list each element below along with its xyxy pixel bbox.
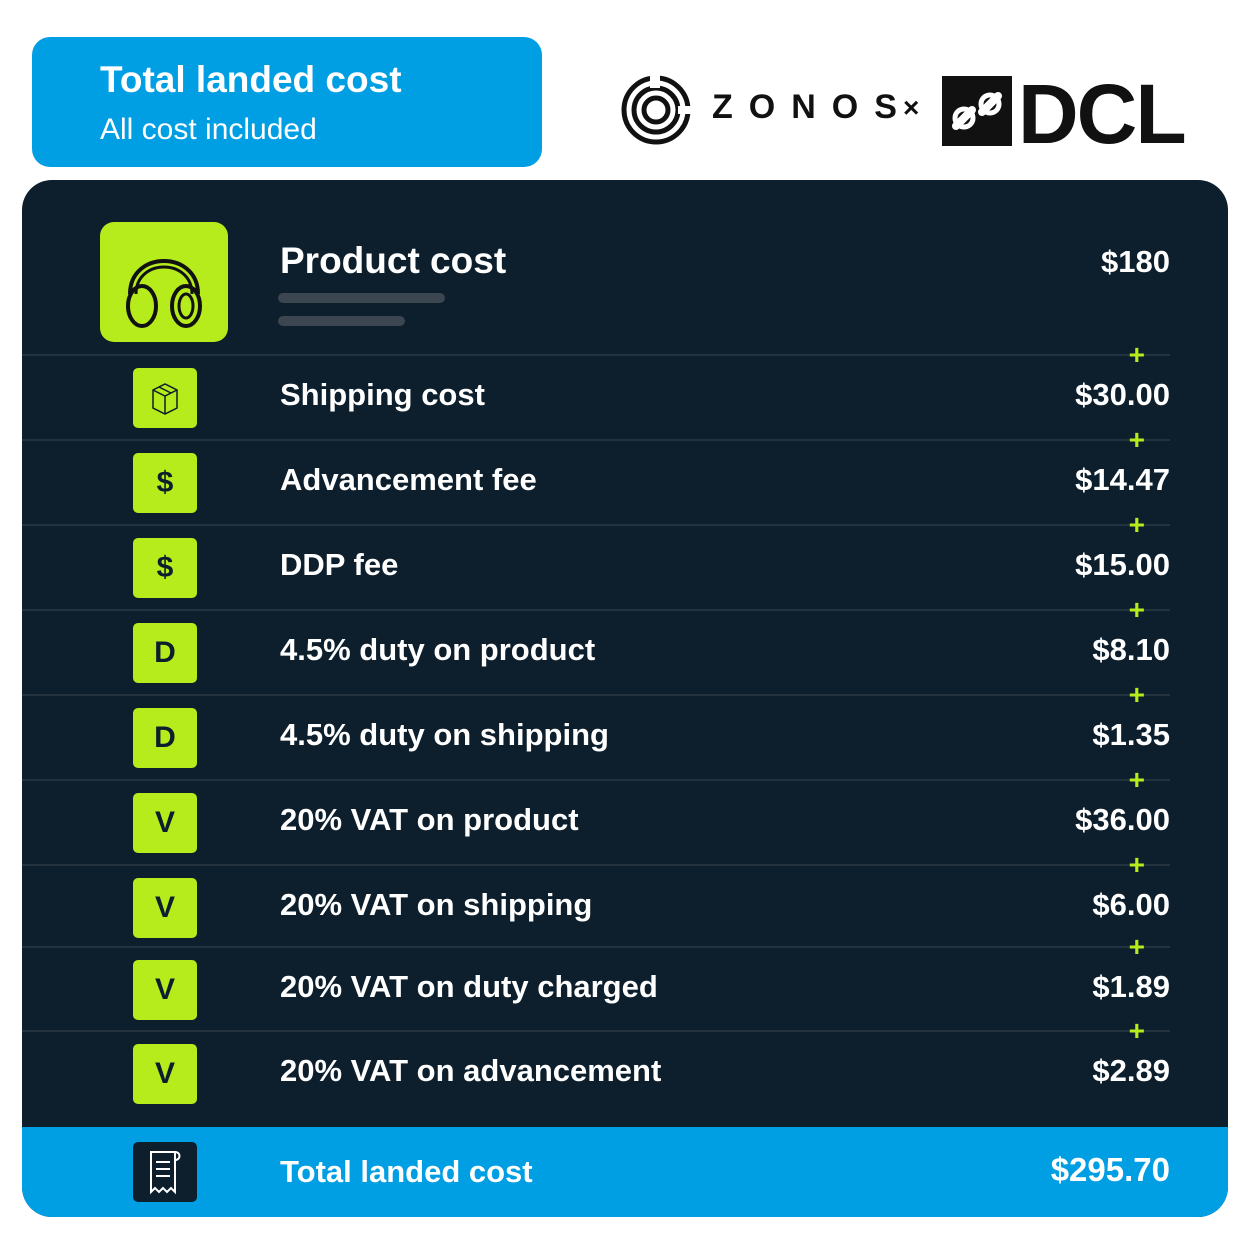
plus-sign: + [1128, 1015, 1145, 1046]
row-value: $14.47 [1075, 462, 1170, 497]
row-divider [22, 694, 1170, 696]
box-icon [133, 368, 197, 428]
row-value: $36.00 [1075, 802, 1170, 837]
dcl-chain-icon [942, 76, 1012, 146]
total-value: $295.70 [1050, 1151, 1170, 1188]
row-badge: D [133, 708, 197, 768]
row-value: $1.35 [1092, 717, 1170, 752]
plus-sign: + [1128, 764, 1145, 795]
logo-separator: × [903, 92, 920, 123]
row-label: 20% VAT on shipping [280, 887, 593, 922]
row-divider [22, 864, 1170, 866]
cost-row: + D 4.5% duty on shipping $1.35 [22, 681, 1228, 779]
plus-sign: + [1128, 509, 1145, 540]
cost-row: + D 4.5% duty on product $8.10 [22, 596, 1228, 694]
row-divider [22, 609, 1170, 611]
header-subtitle: All cost included [100, 113, 317, 146]
plus-sign: + [1128, 594, 1145, 625]
plus-sign: + [1128, 931, 1145, 962]
partner-logos: ZONOS × DCL [620, 67, 1190, 161]
row-value: $30.00 [1075, 377, 1170, 412]
row-badge: V [133, 960, 197, 1020]
row-value: $2.89 [1092, 1053, 1170, 1088]
row-label: Shipping cost [280, 377, 485, 412]
row-label: Advancement fee [280, 462, 537, 497]
cost-breakdown-panel: Product cost $180 + Shipping cost $30.00 + $… [22, 180, 1228, 1217]
row-value: $1.89 [1092, 969, 1170, 1004]
cost-row: + V 20% VAT on product $36.00 [22, 766, 1228, 864]
row-divider [22, 354, 1170, 356]
row-badge: V [133, 1044, 197, 1104]
row-value: $8.10 [1092, 632, 1170, 667]
plus-sign: + [1128, 339, 1145, 370]
receipt-icon [150, 1151, 181, 1195]
row-divider [22, 946, 1170, 948]
zonos-logo-icon [621, 74, 692, 145]
row-badge: $ [133, 453, 197, 513]
cost-row: + $ Advancement fee $14.47 [22, 426, 1228, 524]
row-label: 20% VAT on product [280, 802, 579, 837]
cost-row: + Shipping cost $30.00 [22, 341, 1228, 439]
product-tile [100, 222, 228, 342]
row-label: DDP fee [280, 547, 399, 582]
row-badge: $ [133, 538, 197, 598]
row-badge: V [133, 793, 197, 853]
product-cost-label: Product cost [280, 240, 507, 281]
header-title: Total landed cost [100, 59, 402, 100]
total-icon-tile [133, 1142, 197, 1202]
plus-sign: + [1128, 424, 1145, 455]
cost-row: + $ DDP fee $15.00 [22, 511, 1228, 609]
row-divider [22, 1030, 1170, 1032]
row-divider [22, 779, 1170, 781]
plus-sign: + [1128, 849, 1145, 880]
cost-row: + V 20% VAT on duty charged $1.89 [22, 933, 1228, 1031]
row-value: $15.00 [1075, 547, 1170, 582]
placeholder-line [278, 293, 445, 303]
header-card: Total landed cost All cost included [32, 37, 542, 167]
headphones-icon [126, 259, 202, 328]
zonos-wordmark: ZONOS [712, 88, 913, 126]
row-label: 4.5% duty on product [280, 632, 596, 667]
row-badge: V [133, 878, 197, 938]
row-divider [22, 524, 1170, 526]
cost-row: + V 20% VAT on advancement $2.89 [22, 1017, 1228, 1115]
dcl-wordmark: DCL [1018, 67, 1187, 161]
total-label: Total landed cost [280, 1154, 533, 1189]
cost-row: + V 20% VAT on shipping $6.00 [22, 851, 1228, 949]
row-label: 4.5% duty on shipping [280, 717, 609, 752]
row-divider [22, 439, 1170, 441]
row-value: $6.00 [1092, 887, 1170, 922]
placeholder-line [278, 316, 405, 326]
row-badge: D [133, 623, 197, 683]
row-label: 20% VAT on advancement [280, 1053, 662, 1088]
plus-sign: + [1128, 679, 1145, 710]
product-cost-value: $180 [1101, 244, 1170, 279]
row-label: 20% VAT on duty charged [280, 969, 658, 1004]
total-bar: Total landed cost $295.70 [22, 1127, 1228, 1217]
